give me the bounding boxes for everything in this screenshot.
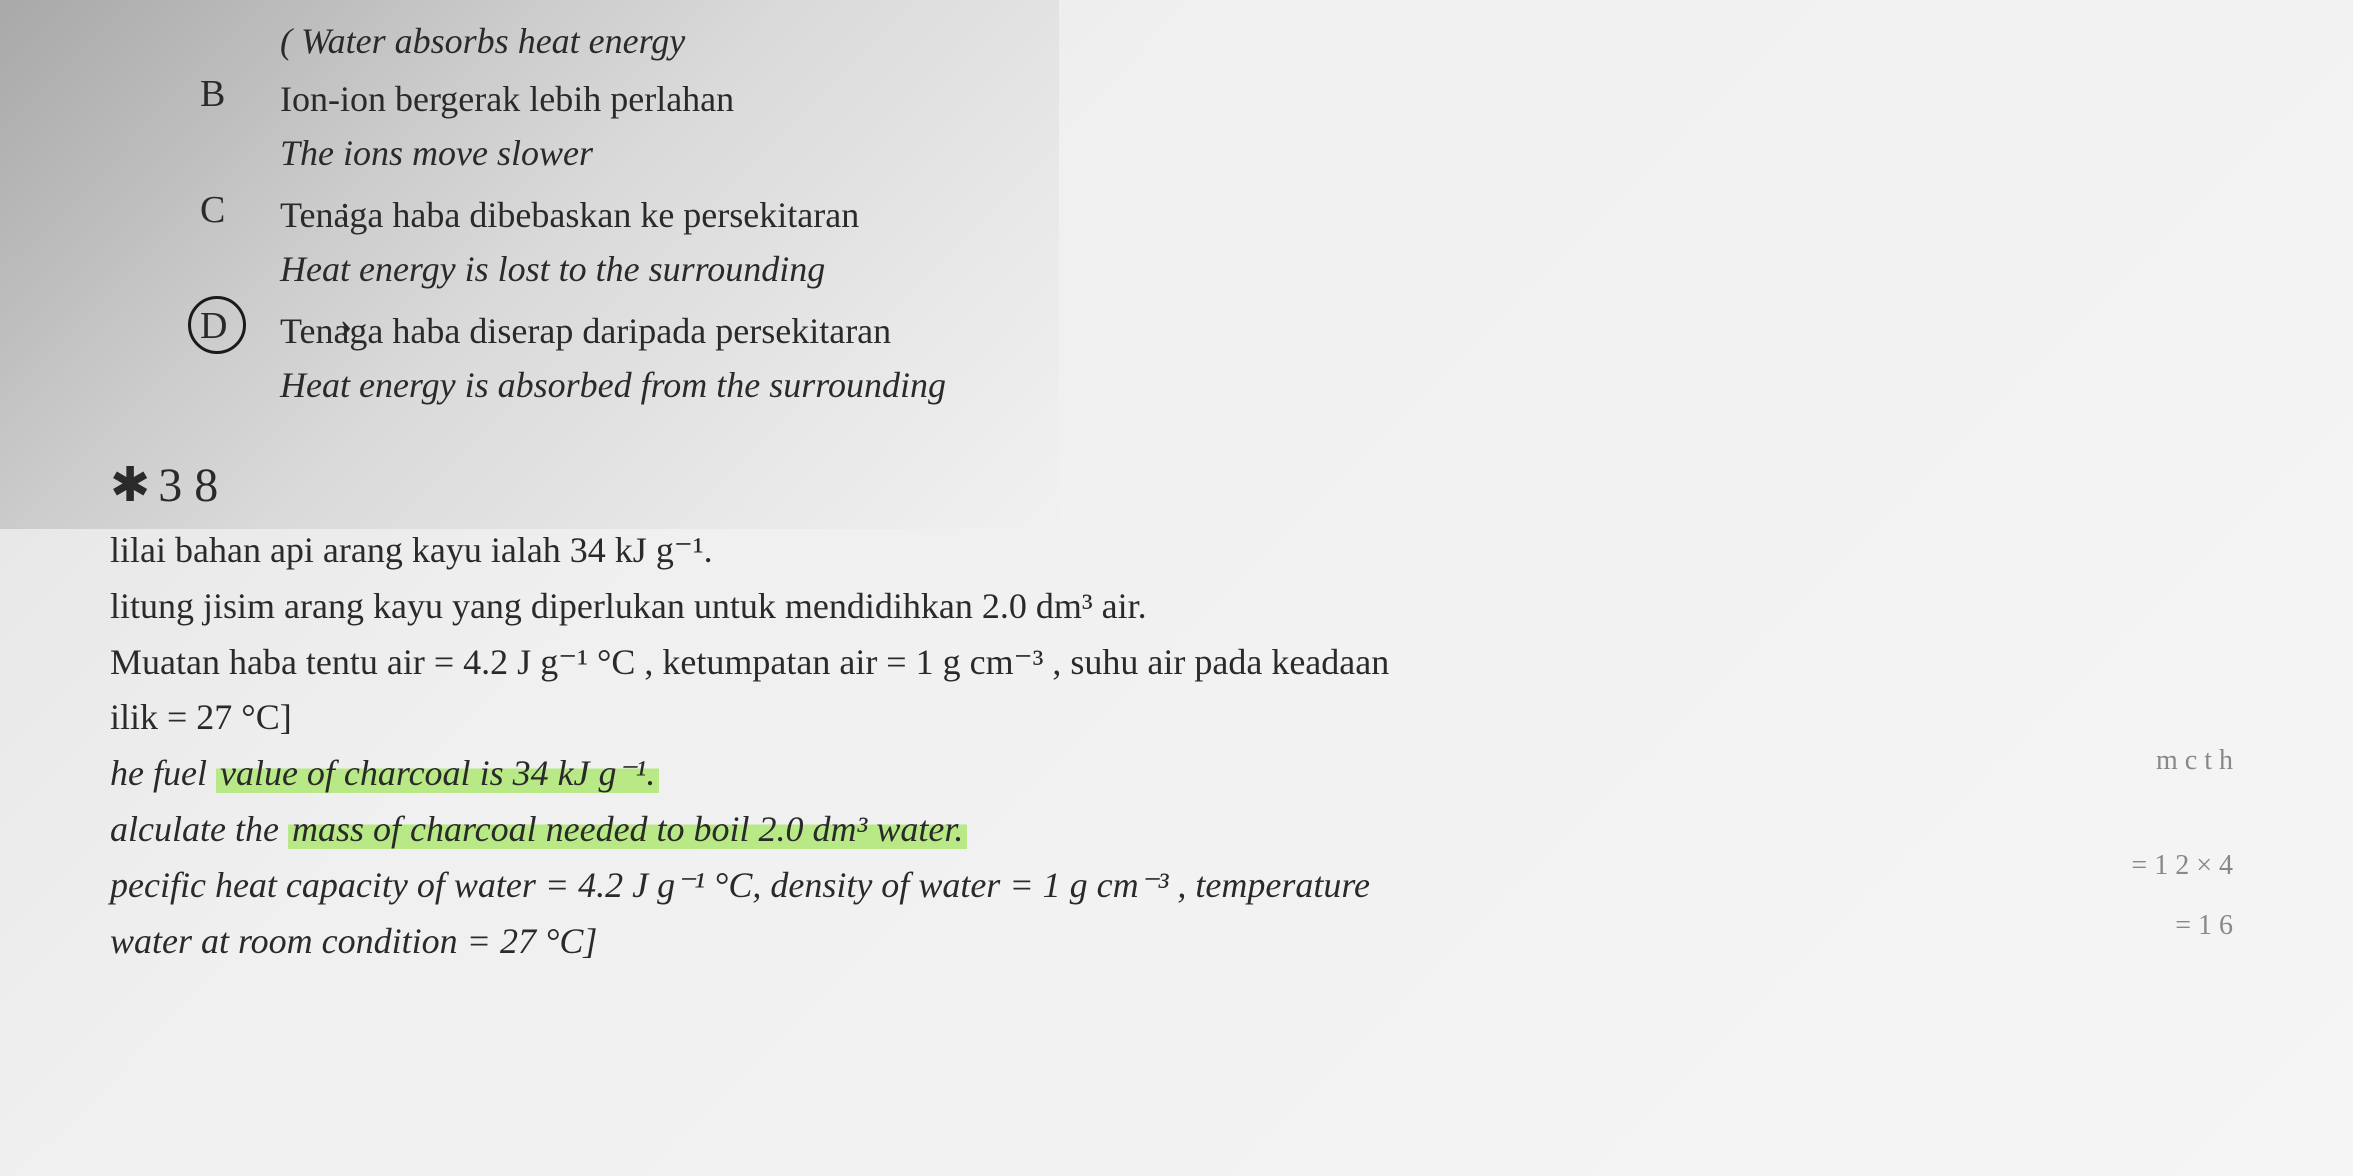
option-a-english: ( Water absorbs heat energy (280, 20, 2273, 62)
option-c-row: : C Tenaga haba dibebaskan ke persekitar… (200, 188, 2273, 296)
option-letter-d: D (200, 304, 260, 348)
option-letter-c: C (200, 188, 260, 232)
q-bm-line3: Muatan haba tentu air = 4.2 J g⁻¹ °C , k… (110, 635, 2273, 691)
annotation-calc2: = 1 6 (2175, 910, 2233, 942)
annotation-mcth: m c t h (2156, 745, 2233, 777)
option-c-text: Tenaga haba dibebaskan ke persekitaran H… (280, 188, 2273, 296)
q-en-line1-pre: he fuel (110, 753, 216, 793)
annotation-calc1: = 1 2 × 4 (2131, 850, 2233, 882)
highlight-mass-charcoal: mass of charcoal needed to boil 2.0 dm³ … (288, 807, 967, 851)
document-content: ( Water absorbs heat energy B Ion-ion be… (0, 0, 2353, 989)
option-d-text: Tenaga haba diserap daripada persekitara… (280, 304, 2273, 412)
q-en-line3: pecific heat capacity of water = 4.2 J g… (110, 858, 2273, 914)
q-en-line1: he fuel value of charcoal is 34 kJ g⁻¹. (110, 746, 2273, 802)
option-b-row: B Ion-ion bergerak lebih perlahan The io… (200, 72, 2273, 180)
q-bm-line2: litung jisim arang kayu yang diperlukan … (110, 579, 2273, 635)
option-d-bm: Tenaga haba diserap daripada persekitara… (280, 304, 2273, 358)
option-c-bm: Tenaga haba dibebaskan ke persekitaran (280, 188, 2273, 242)
option-d-row: › D Tenaga haba diserap daripada perseki… (200, 304, 2273, 412)
option-b-bm: Ion-ion bergerak lebih perlahan (280, 72, 2273, 126)
question-38: ✱3 8 lilai bahan api arang kayu ialah 34… (110, 457, 2273, 969)
colon-mark: : (340, 188, 350, 230)
highlight-fuel-value: value of charcoal is 34 kJ g⁻¹. (216, 751, 659, 795)
q-en-line2: alculate the mass of charcoal needed to … (110, 802, 2273, 858)
q-en-line2-pre: alculate the (110, 809, 288, 849)
option-c-en: Heat energy is lost to the surrounding (280, 242, 2273, 296)
q-en-line4: water at room condition = 27 °C] (110, 914, 2273, 970)
circle-annotation-icon (188, 296, 246, 354)
option-b-en: The ions move slower (280, 126, 2273, 180)
q-bm-line4: ilik = 27 °C] (110, 690, 2273, 746)
question-number: ✱3 8 (110, 457, 2273, 513)
option-b-text: Ion-ion bergerak lebih perlahan The ions… (280, 72, 2273, 180)
star-icon: ✱ (110, 457, 150, 513)
option-d-en: Heat energy is absorbed from the surroun… (280, 358, 2273, 412)
option-letter-b: B (200, 72, 260, 116)
question-number-text: 3 8 (158, 459, 218, 512)
q-bm-line1: lilai bahan api arang kayu ialah 34 kJ g… (110, 523, 2273, 579)
dot-mark: › (340, 304, 352, 346)
